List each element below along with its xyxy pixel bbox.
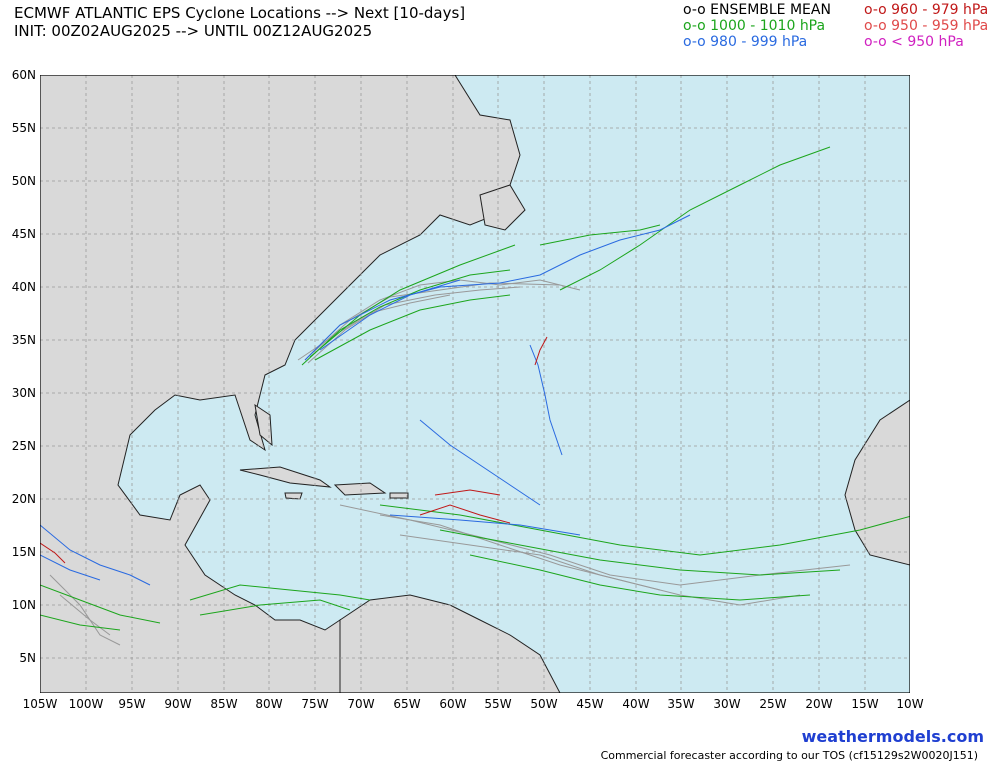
lon-label: 85W: [210, 697, 238, 711]
lon-label: 100W: [68, 697, 104, 711]
lon-label: 80W: [255, 697, 283, 711]
lon-label: 65W: [393, 697, 421, 711]
lon-label: 25W: [759, 697, 787, 711]
grid-lines: [40, 75, 910, 693]
lon-label: 60W: [439, 697, 467, 711]
cyclone-track-map[interactable]: [40, 75, 910, 693]
init-range: INIT: 00Z02AUG2025 --> UNTIL 00Z12AUG202…: [14, 22, 373, 40]
lon-label: 45W: [576, 697, 604, 711]
lon-label: 35W: [667, 697, 695, 711]
legend-960-979: o-o 960 - 979 hPa: [864, 2, 989, 18]
legend-1000-1010: o-o 1000 - 1010 hPa: [683, 18, 826, 34]
lat-label: 20N: [11, 492, 36, 506]
lat-label: 45N: [11, 227, 36, 241]
lon-label: 10W: [896, 697, 924, 711]
brand-link[interactable]: weathermodels.com: [801, 727, 984, 746]
land: [40, 75, 910, 693]
map-title: ECMWF ATLANTIC EPS Cyclone Locations -->…: [14, 4, 466, 22]
lat-label: 40N: [11, 280, 36, 294]
lat-label: 15N: [11, 545, 36, 559]
lon-label: 105W: [22, 697, 58, 711]
lat-label: 30N: [11, 386, 36, 400]
lat-label: 50N: [11, 174, 36, 188]
storm-tracks: [40, 146, 910, 646]
lon-label: 50W: [530, 697, 558, 711]
lat-label: 60N: [11, 68, 36, 82]
lon-label: 40W: [622, 697, 650, 711]
lat-label: 5N: [19, 651, 36, 665]
legend-980-999: o-o 980 - 999 hPa: [683, 34, 808, 50]
legend-950-959: o-o 950 - 959 hPa: [864, 18, 989, 34]
lon-label: 55W: [484, 697, 512, 711]
lon-label: 75W: [301, 697, 329, 711]
lon-label: 20W: [805, 697, 833, 711]
lon-label: 90W: [164, 697, 192, 711]
lat-label: 55N: [11, 121, 36, 135]
legend-ensemble-mean: o-o ENSEMBLE MEAN: [683, 2, 831, 18]
lat-label: 35N: [11, 333, 36, 347]
tos-notice: Commercial forecaster according to our T…: [600, 749, 978, 762]
lon-label: 95W: [118, 697, 146, 711]
lon-label: 15W: [851, 697, 879, 711]
lon-label: 30W: [713, 697, 741, 711]
legend-lt-950: o-o < 950 hPa: [864, 34, 964, 50]
lat-label: 10N: [11, 598, 36, 612]
lon-label: 70W: [347, 697, 375, 711]
lat-label: 25N: [11, 439, 36, 453]
